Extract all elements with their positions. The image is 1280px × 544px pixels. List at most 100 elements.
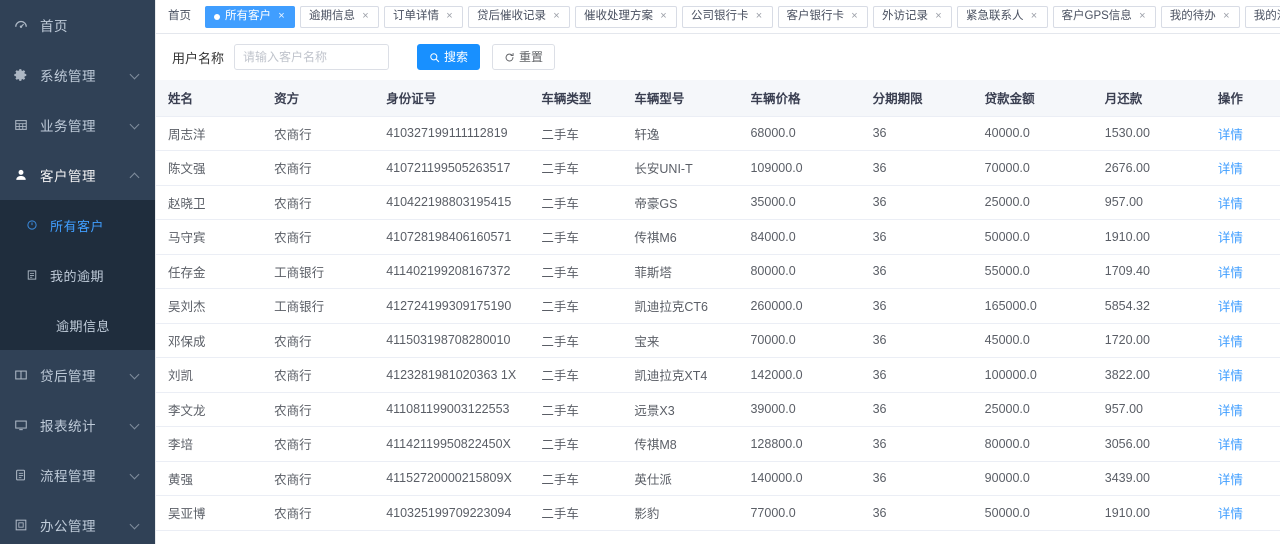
table-row[interactable]: 邓保成 农商行 411503198708280010 二手车 宝来 70000.0 36 45… [156, 323, 1280, 358]
table-cell-price: 260000.0 [738, 288, 861, 324]
tab-close-icon[interactable]: × [1139, 10, 1146, 22]
customer-table-container[interactable]: 姓名 资方 身份证号 车辆类型 车辆型号 车辆价格 分期期限 贷款金额 月还款 操作 周志洋 农商行… [156, 80, 1280, 544]
table-cell-id [374, 530, 530, 544]
tab-close-icon[interactable]: × [755, 10, 763, 22]
tab-close-icon[interactable]: × [851, 10, 858, 22]
tab-close-icon[interactable]: × [446, 10, 453, 22]
search-input[interactable] [234, 44, 390, 70]
sidebar-item-process-management[interactable]: 流程管理 [0, 450, 155, 500]
table-cell-bank: 农商行 [262, 426, 375, 462]
tab-item[interactable]: 客户GPS信息 × [1052, 5, 1156, 28]
table-row[interactable]: 黄强 农商行 41152720000215809X 二手车 英仕派 140000.0 36 9… [156, 461, 1280, 496]
tab-item[interactable]: 逾期信息 × [300, 5, 379, 28]
reset-button[interactable]: 重置 [492, 44, 556, 70]
tab-item[interactable]: 贷后催收记录 × [468, 5, 570, 28]
tab-close-icon[interactable]: × [278, 10, 285, 22]
detail-link[interactable]: 详情 [1217, 300, 1243, 315]
detail-link[interactable]: 详情 [1217, 127, 1243, 142]
sidebar-item-all-customers[interactable]: 所有客户 [0, 200, 155, 250]
tab-label: 逾期信息 [309, 9, 355, 22]
table-cell-loan: 55000.0 [972, 254, 1093, 289]
table-cell-id: 410325199709223094 [374, 495, 530, 531]
table-cell-action: 详情 [1205, 254, 1280, 289]
detail-link[interactable]: 详情 [1217, 507, 1243, 522]
detail-link[interactable]: 详情 [1217, 196, 1243, 211]
table-cell-price: 35000.0 [738, 185, 861, 220]
table-cell-price: 68000.0 [738, 116, 861, 151]
tab-close-icon[interactable]: × [1223, 10, 1230, 22]
detail-link[interactable]: 详情 [1217, 162, 1243, 177]
sidebar-item-label: 客户管理 [40, 169, 96, 184]
sidebar-item-customer-management[interactable]: 客户管理 [0, 150, 155, 200]
tab-item[interactable]: 我的待办 × [1160, 5, 1240, 28]
table-cell-loan: 50000.0 [972, 219, 1093, 255]
sidebar-item-home[interactable]: 首页 [0, 0, 155, 50]
detail-link[interactable]: 详情 [1217, 438, 1243, 453]
table-column-header: 月还款 [1092, 80, 1206, 117]
tab-close-icon[interactable]: × [935, 10, 942, 22]
sidebar-item-label: 业务管理 [40, 119, 96, 134]
table-cell-bank: 农商行 [262, 461, 375, 496]
chevron-down-icon [131, 370, 141, 380]
tab-close-icon[interactable]: × [660, 10, 667, 22]
tab-item[interactable]: 外访记录 × [873, 5, 952, 28]
table-cell-id: 410422198803195415 [374, 185, 530, 220]
table-row[interactable]: 李文龙 农商行 411081199003122553 二手车 远景X3 39000.0 36… [156, 392, 1280, 427]
table-cell-ctype: 二手车 [529, 461, 623, 496]
table-row[interactable] [156, 530, 1280, 544]
table-cell-loan [972, 530, 1093, 544]
sidebar-item-post-loan-management[interactable]: 贷后管理 [0, 350, 155, 400]
tab-item[interactable]: 客户银行卡 × [777, 5, 868, 28]
table-cell-model: 帝豪GS [622, 185, 739, 220]
sidebar-item-overdue-info[interactable]: 逾期信息 [0, 300, 155, 350]
table-cell-month: 3822.00 [1092, 357, 1206, 393]
table-cell-name: 马守宾 [156, 219, 263, 255]
table-row[interactable]: 赵晓卫 农商行 410422198803195415 二手车 帝豪GS 35000.0 36… [156, 185, 1280, 220]
table-cell-ctype: 二手车 [529, 150, 623, 186]
search-button[interactable]: 搜索 [417, 44, 481, 70]
table-cell-name [156, 530, 263, 544]
tab-item[interactable]: 催收处理方案 × [575, 5, 677, 28]
table-cell-bank: 农商行 [262, 116, 375, 151]
tab-item[interactable]: 公司银行卡 × [682, 5, 773, 28]
table-cell-bank: 农商行 [262, 150, 375, 186]
table-row[interactable]: 陈文强 农商行 410721199505263517 二手车 长安UNI-T 109000… [156, 150, 1280, 186]
tab-item[interactable]: 我的流程× [1244, 5, 1280, 28]
book-icon [14, 368, 34, 382]
table-cell-term: 36 [860, 288, 973, 324]
detail-link[interactable]: 详情 [1217, 334, 1243, 349]
sidebar-item-my-overdue[interactable]: 我的逾期 [0, 250, 155, 300]
tab-item[interactable]: 紧急联系人 × [957, 5, 1048, 28]
tab-item[interactable]: 订单详情 × [384, 5, 463, 28]
monitor-icon [14, 418, 34, 432]
table-row[interactable]: 周志洋 农商行 410327199111112819 二手车 轩逸 68000.0 36 40… [156, 116, 1280, 151]
detail-link[interactable]: 详情 [1217, 231, 1243, 246]
sidebar-item-report-statistics[interactable]: 报表统计 [0, 400, 155, 450]
sidebar-item-label: 逾期信息 [56, 318, 111, 334]
table-cell-month: 957.00 [1092, 185, 1206, 220]
table-row[interactable]: 刘凯 农商行 4123281981020363 1X 二手车 凯迪拉克XT4 142000… [156, 357, 1280, 393]
detail-link[interactable]: 详情 [1217, 403, 1243, 418]
sidebar-item-business-management[interactable]: 业务管理 [0, 100, 155, 150]
detail-link[interactable]: 详情 [1217, 265, 1243, 280]
table-row[interactable]: 吴刘杰 工商银行 412724199309175190 二手车 凯迪拉克CT6 26000… [156, 288, 1280, 324]
detail-link[interactable]: 详情 [1217, 472, 1243, 487]
tab-item[interactable]: 所有客户 × [205, 5, 295, 28]
tab-close-icon[interactable]: × [1030, 10, 1038, 22]
tab-item[interactable]: 首页 [164, 5, 200, 28]
tab-close-icon[interactable]: × [362, 10, 369, 22]
table-cell-id: 41142119950822450X [374, 426, 530, 462]
sidebar-item-office-management[interactable]: 办公管理 [0, 500, 155, 544]
tab-strip[interactable]: 首页 所有客户 × 逾期信息 × 订单详情 × 贷后催收记录 × 催收处理方案 × 公司银行卡 × 客户银… [156, 0, 1280, 34]
tab-close-icon[interactable]: × [553, 10, 560, 22]
detail-link[interactable]: 详情 [1217, 369, 1243, 384]
table-row[interactable]: 李培 农商行 41142119950822450X 二手车 传祺M8 128800.0 36… [156, 426, 1280, 462]
table-cell-action: 详情 [1205, 495, 1280, 531]
chevron-down-icon [131, 520, 141, 530]
table-cell-action: 详情 [1205, 116, 1280, 151]
table-cell-price: 109000.0 [738, 150, 861, 186]
table-row[interactable]: 任存金 工商银行 411402199208167372 二手车 菲斯塔 80000.0 36… [156, 254, 1280, 289]
sidebar-item-system-management[interactable]: 系统管理 [0, 50, 155, 100]
table-row[interactable]: 马守宾 农商行 410728198406160571 二手车 传祺M6 84000.0 36… [156, 219, 1280, 255]
table-row[interactable]: 吴亚博 农商行 410325199709223094 二手车 影豹 77000.0 36 50… [156, 495, 1280, 531]
